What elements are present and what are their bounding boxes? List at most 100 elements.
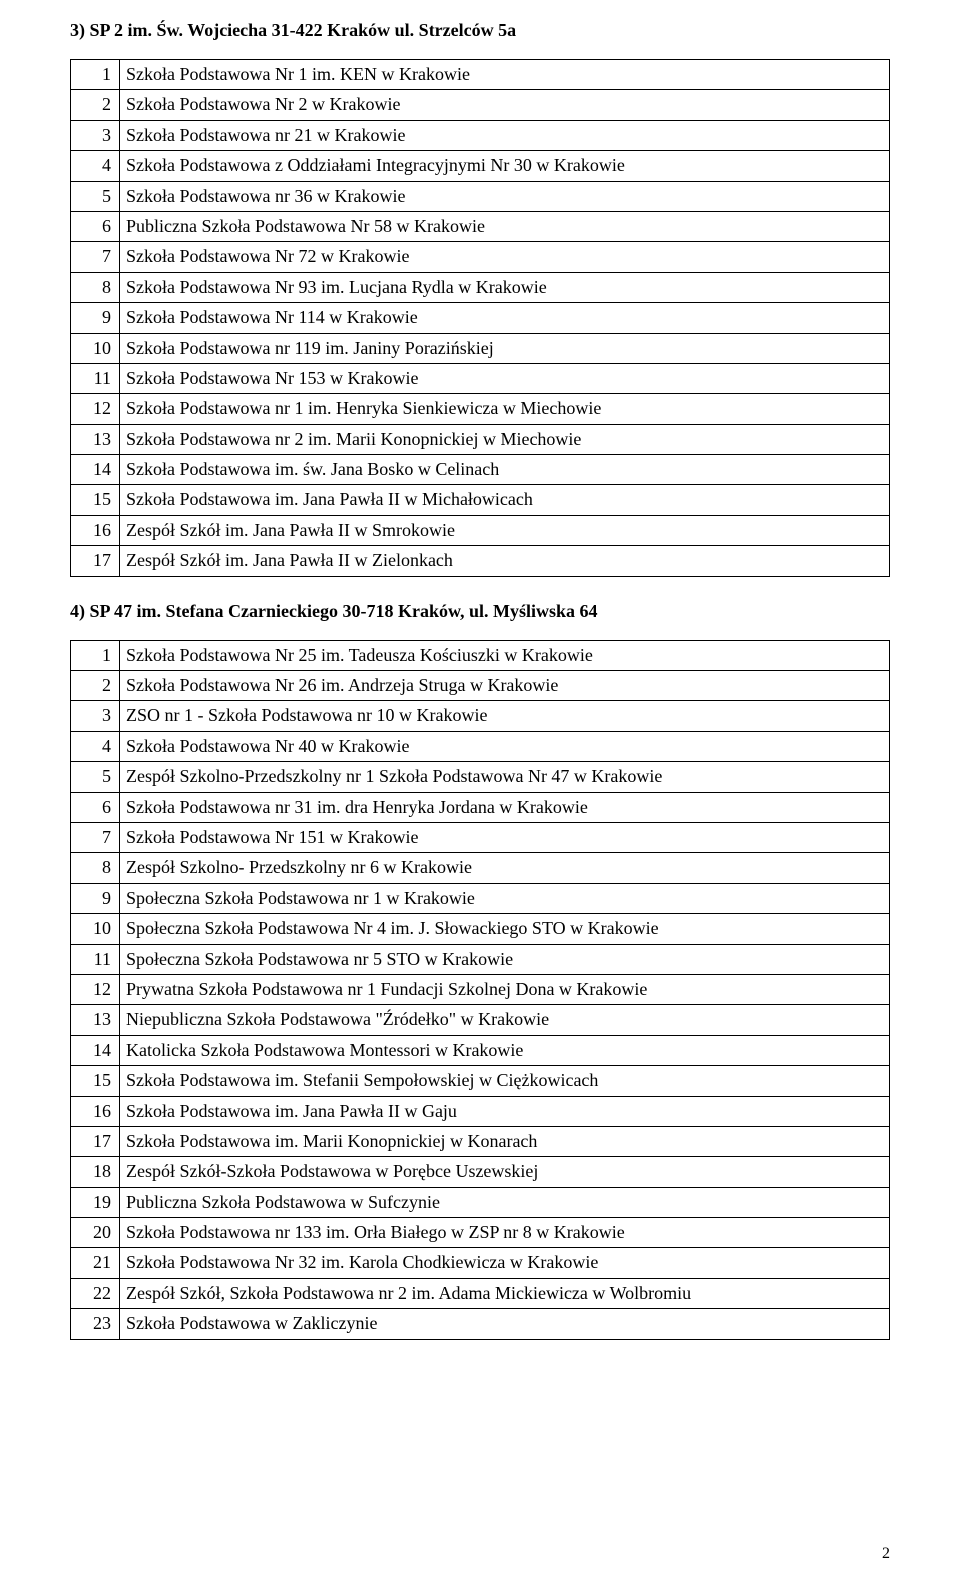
row-number: 14 <box>71 1035 120 1065</box>
table-row: 1Szkoła Podstawowa Nr 25 im. Tadeusza Ko… <box>71 640 890 670</box>
table-row: 5Zespół Szkolno-Przedszkolny nr 1 Szkoła… <box>71 762 890 792</box>
row-text: Szkoła Podstawowa nr 21 w Krakowie <box>120 120 890 150</box>
table-row: 17Szkoła Podstawowa im. Marii Konopnicki… <box>71 1126 890 1156</box>
row-text: Szkoła Podstawowa im. św. Jana Bosko w C… <box>120 455 890 485</box>
table-row: 10Szkoła Podstawowa nr 119 im. Janiny Po… <box>71 333 890 363</box>
row-text: Szkoła Podstawowa nr 31 im. dra Henryka … <box>120 792 890 822</box>
row-number: 12 <box>71 394 120 424</box>
row-text: Szkoła Podstawowa Nr 32 im. Karola Chodk… <box>120 1248 890 1278</box>
table-row: 17Zespół Szkół im. Jana Pawła II w Zielo… <box>71 546 890 576</box>
table-row: 14Katolicka Szkoła Podstawowa Montessori… <box>71 1035 890 1065</box>
table-row: 2Szkoła Podstawowa Nr 2 w Krakowie <box>71 90 890 120</box>
table-row: 15Szkoła Podstawowa im. Jana Pawła II w … <box>71 485 890 515</box>
row-text: Szkoła Podstawowa Nr 153 w Krakowie <box>120 363 890 393</box>
table-row: 22Zespół Szkół, Szkoła Podstawowa nr 2 i… <box>71 1278 890 1308</box>
table-row: 9Szkoła Podstawowa Nr 114 w Krakowie <box>71 303 890 333</box>
row-text: Zespół Szkół im. Jana Pawła II w Zielonk… <box>120 546 890 576</box>
section-4-table: 1Szkoła Podstawowa Nr 25 im. Tadeusza Ko… <box>70 640 890 1340</box>
row-text: Niepubliczna Szkoła Podstawowa "Źródełko… <box>120 1005 890 1035</box>
row-text: Szkoła Podstawowa w Zakliczynie <box>120 1309 890 1339</box>
row-number: 9 <box>71 303 120 333</box>
row-text: Szkoła Podstawowa im. Marii Konopnickiej… <box>120 1126 890 1156</box>
table-row: 11Szkoła Podstawowa Nr 153 w Krakowie <box>71 363 890 393</box>
row-text: Zespół Szkolno- Przedszkolny nr 6 w Krak… <box>120 853 890 883</box>
row-text: Szkoła Podstawowa nr 1 im. Henryka Sienk… <box>120 394 890 424</box>
row-text: Szkoła Podstawowa Nr 2 w Krakowie <box>120 90 890 120</box>
table-row: 3Szkoła Podstawowa nr 21 w Krakowie <box>71 120 890 150</box>
row-text: Szkoła Podstawowa nr 2 im. Marii Konopni… <box>120 424 890 454</box>
row-text: Szkoła Podstawowa nr 133 im. Orła Białeg… <box>120 1218 890 1248</box>
table-row: 6Publiczna Szkoła Podstawowa Nr 58 w Kra… <box>71 211 890 241</box>
row-number: 16 <box>71 515 120 545</box>
row-text: Społeczna Szkoła Podstawowa Nr 4 im. J. … <box>120 914 890 944</box>
row-number: 12 <box>71 974 120 1004</box>
page-root: 3) SP 2 im. Św. Wojciecha 31-422 Kraków … <box>0 0 960 1585</box>
row-text: Szkoła Podstawowa z Oddziałami Integracy… <box>120 151 890 181</box>
section-3-table: 1Szkoła Podstawowa Nr 1 im. KEN w Krakow… <box>70 59 890 577</box>
row-number: 4 <box>71 151 120 181</box>
row-number: 13 <box>71 424 120 454</box>
row-number: 20 <box>71 1218 120 1248</box>
row-number: 2 <box>71 671 120 701</box>
row-number: 11 <box>71 363 120 393</box>
row-number: 10 <box>71 914 120 944</box>
section-3-heading: 3) SP 2 im. Św. Wojciecha 31-422 Kraków … <box>70 20 890 41</box>
table-row: 5Szkoła Podstawowa nr 36 w Krakowie <box>71 181 890 211</box>
row-number: 14 <box>71 455 120 485</box>
row-number: 5 <box>71 762 120 792</box>
row-text: Społeczna Szkoła Podstawowa nr 5 STO w K… <box>120 944 890 974</box>
row-text: Szkoła Podstawowa nr 119 im. Janiny Pora… <box>120 333 890 363</box>
row-text: Szkoła Podstawowa Nr 72 w Krakowie <box>120 242 890 272</box>
table-row: 19Publiczna Szkoła Podstawowa w Sufczyni… <box>71 1187 890 1217</box>
row-number: 7 <box>71 242 120 272</box>
row-text: Zespół Szkolno-Przedszkolny nr 1 Szkoła … <box>120 762 890 792</box>
table-row: 3ZSO nr 1 - Szkoła Podstawowa nr 10 w Kr… <box>71 701 890 731</box>
row-text: Szkoła Podstawowa im. Jana Pawła II w Mi… <box>120 485 890 515</box>
table-row: 18Zespół Szkół-Szkoła Podstawowa w Poręb… <box>71 1157 890 1187</box>
row-text: Szkoła Podstawowa Nr 26 im. Andrzeja Str… <box>120 671 890 701</box>
row-number: 17 <box>71 546 120 576</box>
row-text: Szkoła Podstawowa Nr 93 im. Lucjana Rydl… <box>120 272 890 302</box>
page-number: 2 <box>882 1545 890 1563</box>
row-number: 3 <box>71 701 120 731</box>
row-text: Szkoła Podstawowa nr 36 w Krakowie <box>120 181 890 211</box>
section-4-tbody: 1Szkoła Podstawowa Nr 25 im. Tadeusza Ko… <box>71 640 890 1339</box>
row-text: ZSO nr 1 - Szkoła Podstawowa nr 10 w Kra… <box>120 701 890 731</box>
row-text: Szkoła Podstawowa im. Jana Pawła II w Ga… <box>120 1096 890 1126</box>
row-number: 8 <box>71 272 120 302</box>
row-number: 19 <box>71 1187 120 1217</box>
row-text: Publiczna Szkoła Podstawowa w Sufczynie <box>120 1187 890 1217</box>
row-number: 2 <box>71 90 120 120</box>
table-row: 10Społeczna Szkoła Podstawowa Nr 4 im. J… <box>71 914 890 944</box>
table-row: 13Niepubliczna Szkoła Podstawowa "Źródeł… <box>71 1005 890 1035</box>
row-number: 21 <box>71 1248 120 1278</box>
row-number: 9 <box>71 883 120 913</box>
row-number: 7 <box>71 822 120 852</box>
table-row: 9Społeczna Szkoła Podstawowa nr 1 w Krak… <box>71 883 890 913</box>
row-text: Społeczna Szkoła Podstawowa nr 1 w Krako… <box>120 883 890 913</box>
row-number: 18 <box>71 1157 120 1187</box>
row-number: 23 <box>71 1309 120 1339</box>
table-row: 20Szkoła Podstawowa nr 133 im. Orła Biał… <box>71 1218 890 1248</box>
table-row: 14Szkoła Podstawowa im. św. Jana Bosko w… <box>71 455 890 485</box>
table-row: 8Zespół Szkolno- Przedszkolny nr 6 w Kra… <box>71 853 890 883</box>
table-row: 13Szkoła Podstawowa nr 2 im. Marii Konop… <box>71 424 890 454</box>
table-row: 11Społeczna Szkoła Podstawowa nr 5 STO w… <box>71 944 890 974</box>
row-number: 22 <box>71 1278 120 1308</box>
table-row: 8Szkoła Podstawowa Nr 93 im. Lucjana Ryd… <box>71 272 890 302</box>
table-row: 6Szkoła Podstawowa nr 31 im. dra Henryka… <box>71 792 890 822</box>
row-text: Zespół Szkół im. Jana Pawła II w Smrokow… <box>120 515 890 545</box>
row-number: 13 <box>71 1005 120 1035</box>
row-text: Prywatna Szkoła Podstawowa nr 1 Fundacji… <box>120 974 890 1004</box>
row-text: Szkoła Podstawowa Nr 114 w Krakowie <box>120 303 890 333</box>
row-number: 16 <box>71 1096 120 1126</box>
table-row: 4Szkoła Podstawowa Nr 40 w Krakowie <box>71 731 890 761</box>
row-text: Szkoła Podstawowa Nr 151 w Krakowie <box>120 822 890 852</box>
table-row: 12Prywatna Szkoła Podstawowa nr 1 Fundac… <box>71 974 890 1004</box>
row-number: 15 <box>71 1066 120 1096</box>
row-text: Szkoła Podstawowa Nr 25 im. Tadeusza Koś… <box>120 640 890 670</box>
row-text: Szkoła Podstawowa im. Stefanii Sempołows… <box>120 1066 890 1096</box>
row-number: 1 <box>71 640 120 670</box>
section-3-tbody: 1Szkoła Podstawowa Nr 1 im. KEN w Krakow… <box>71 60 890 577</box>
table-row: 23Szkoła Podstawowa w Zakliczynie <box>71 1309 890 1339</box>
